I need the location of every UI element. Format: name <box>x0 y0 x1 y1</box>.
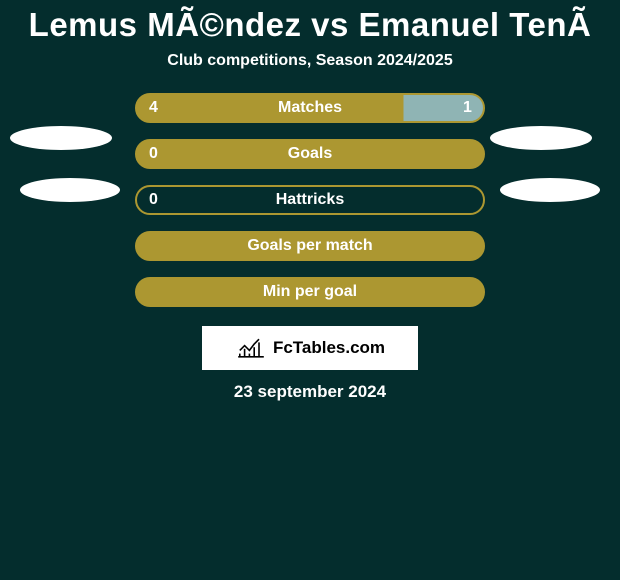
brand-box: FcTables.com <box>202 326 418 370</box>
decorative-ellipse <box>10 126 112 150</box>
bar-label: Matches <box>278 99 342 117</box>
bar-label: Goals <box>288 145 332 163</box>
stat-row: Goals per match <box>0 230 620 262</box>
root-container: Lemus MÃ©ndez vs Emanuel TenÃ Club compe… <box>0 0 620 580</box>
decorative-ellipse <box>500 178 600 202</box>
decorative-ellipse <box>490 126 592 150</box>
bar-label: Goals per match <box>247 237 372 255</box>
brand-text: FcTables.com <box>273 338 385 358</box>
bar-value-right: 1 <box>463 99 472 117</box>
page-subtitle: Club competitions, Season 2024/2025 <box>0 52 620 70</box>
stat-row: Min per goal <box>0 276 620 308</box>
bar-label: Hattricks <box>276 191 344 209</box>
bar-value-left: 0 <box>149 145 158 163</box>
page-title: Lemus MÃ©ndez vs Emanuel TenÃ <box>0 0 620 50</box>
brand-logo-icon <box>235 336 267 360</box>
bar-value-left: 4 <box>149 99 158 117</box>
decorative-ellipse <box>20 178 120 202</box>
bar-value-left: 0 <box>149 191 158 209</box>
bar-label: Min per goal <box>263 283 357 301</box>
stat-row: Matches 4 1 <box>0 92 620 124</box>
date-text: 23 september 2024 <box>0 382 620 402</box>
